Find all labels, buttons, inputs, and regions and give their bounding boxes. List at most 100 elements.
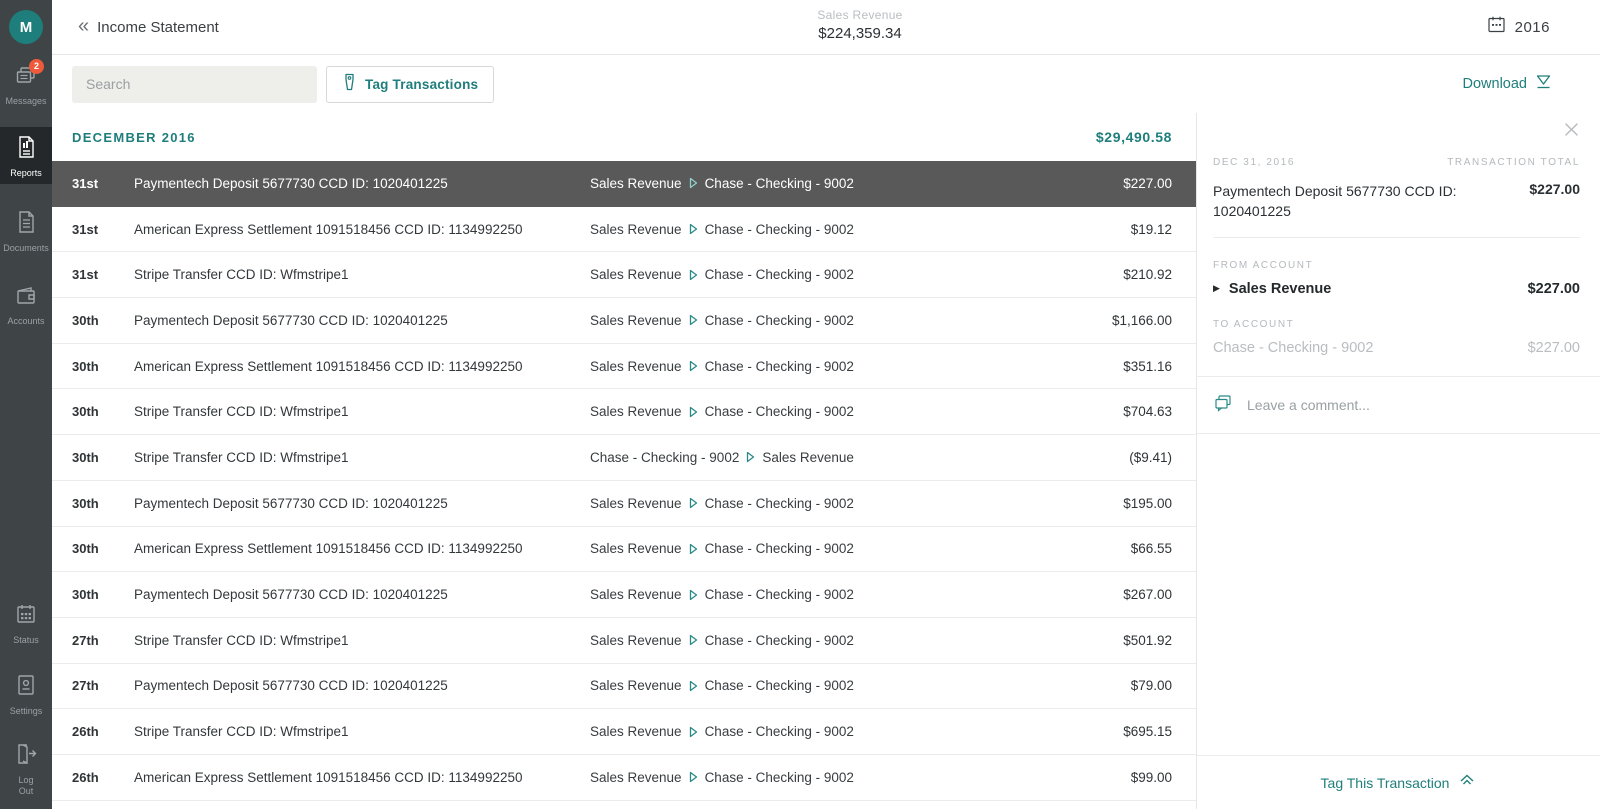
transaction-row[interactable]: 31st Stripe Transfer CCD ID: Wfmstripe1 … xyxy=(52,252,1196,299)
settings-badge-icon xyxy=(13,675,39,702)
sidebar-item-reports[interactable]: Reports xyxy=(0,127,52,184)
from-account-row[interactable]: ▶ Sales Revenue $227.00 xyxy=(1213,281,1580,297)
download-button[interactable]: Download xyxy=(1463,73,1553,95)
row-to-account: Chase - Checking - 9002 xyxy=(704,267,854,283)
sidebar-item-status[interactable]: Status xyxy=(0,594,52,651)
row-date: 30th xyxy=(72,358,99,374)
row-from-account: Sales Revenue xyxy=(590,267,682,283)
row-to-account: Sales Revenue xyxy=(762,449,854,465)
logout-icon xyxy=(13,744,39,771)
sidebar-item-documents[interactable]: Documents xyxy=(0,202,52,259)
flow-arrow-icon xyxy=(689,360,698,372)
sidebar-item-label: Accounts xyxy=(7,316,45,326)
transaction-row[interactable]: 26th American Express Settlement 1091518… xyxy=(52,754,1196,801)
transaction-total-label: TRANSACTION TOTAL xyxy=(1447,157,1580,168)
row-description: Stripe Transfer CCD ID: Wfmstripe1 xyxy=(134,724,349,740)
page-title: Income Statement xyxy=(97,18,219,36)
reports-icon xyxy=(13,136,39,164)
tag-icon xyxy=(342,73,365,96)
transaction-row[interactable]: 30th Paymentech Deposit 5677730 CCD ID: … xyxy=(52,298,1196,344)
row-amount: ($9.41) xyxy=(1129,449,1172,465)
row-description: Stripe Transfer CCD ID: Wfmstripe1 xyxy=(134,632,349,648)
year-label: 2016 xyxy=(1514,18,1550,36)
detail-panel-inner: DEC 31, 2016 TRANSACTION TOTAL Paymentec… xyxy=(1197,113,1600,356)
transaction-row[interactable]: 27th Paymentech Deposit 5677730 CCD ID: … xyxy=(52,663,1196,710)
transaction-row[interactable]: 30th American Express Settlement 1091518… xyxy=(52,343,1196,390)
row-description: Paymentech Deposit 5677730 CCD ID: 10204… xyxy=(134,175,448,191)
comment-input[interactable]: Leave a comment... xyxy=(1197,376,1600,434)
row-description: Paymentech Deposit 5677730 CCD ID: 10204… xyxy=(134,587,448,603)
flow-arrow-icon xyxy=(689,680,698,692)
expand-triangle-icon: ▶ xyxy=(1213,282,1220,293)
messages-badge: 2 xyxy=(29,59,44,74)
close-icon[interactable] xyxy=(1563,121,1580,143)
row-amount: $501.92 xyxy=(1123,632,1172,648)
transaction-detail-panel: DEC 31, 2016 TRANSACTION TOTAL Paymentec… xyxy=(1196,113,1600,809)
transaction-row[interactable]: 30th Stripe Transfer CCD ID: Wfmstripe1 … xyxy=(52,435,1196,481)
row-date: 30th xyxy=(72,541,99,557)
row-category: Chase - Checking - 9002 Sales Revenue xyxy=(590,450,1042,465)
tag-this-transaction-button[interactable]: Tag This Transaction xyxy=(1197,755,1600,809)
transaction-row[interactable]: 31st Paymentech Deposit 5677730 CCD ID: … xyxy=(52,161,1196,207)
row-date: 26th xyxy=(72,769,99,785)
avatar[interactable]: M xyxy=(9,10,43,44)
from-account-label: FROM ACCOUNT xyxy=(1213,260,1314,271)
metric-label: Sales Revenue xyxy=(817,8,903,22)
back-chevron-icon: « xyxy=(78,15,90,37)
download-icon xyxy=(1535,73,1552,95)
panel-spacer xyxy=(1197,434,1600,755)
from-account-name: Sales Revenue xyxy=(1228,281,1332,297)
documents-icon xyxy=(13,211,39,239)
tag-transactions-button[interactable]: Tag Transactions xyxy=(326,65,495,103)
sidebar-item-label: Log Out xyxy=(18,775,34,796)
row-to-account: Chase - Checking - 9002 xyxy=(704,587,854,603)
row-date: 30th xyxy=(72,312,99,328)
row-description: American Express Settlement 1091518456 C… xyxy=(134,541,523,557)
row-amount: $351.16 xyxy=(1123,358,1172,374)
flow-arrow-icon xyxy=(689,269,698,281)
row-amount: $99.00 xyxy=(1130,769,1172,785)
transaction-row[interactable]: 26th Stripe Transfer CCD ID: Wfmstripe1 … xyxy=(52,709,1196,755)
row-from-account: Sales Revenue xyxy=(590,724,682,740)
transaction-row[interactable]: 30th Stripe Transfer CCD ID: Wfmstripe1 … xyxy=(52,389,1196,436)
to-account-amount: $227.00 xyxy=(1527,340,1580,356)
row-category: Sales Revenue Chase - Checking - 9002 xyxy=(590,770,1042,785)
sidebar-item-settings[interactable]: Settings xyxy=(0,665,52,722)
metric-value: $224,359.34 xyxy=(818,25,902,42)
messages-icon xyxy=(13,67,39,92)
row-category: Sales Revenue Chase - Checking - 9002 xyxy=(590,359,1042,374)
transaction-row[interactable]: 30th Paymentech Deposit 5677730 CCD ID: … xyxy=(52,572,1196,618)
transaction-row[interactable]: 30th Paymentech Deposit 5677730 CCD ID: … xyxy=(52,480,1196,527)
row-from-account: Sales Revenue xyxy=(590,404,682,420)
row-from-account: Sales Revenue xyxy=(590,769,682,785)
row-from-account: Sales Revenue xyxy=(590,495,682,511)
row-category: Sales Revenue Chase - Checking - 9002 xyxy=(590,678,1042,693)
search-input[interactable] xyxy=(72,65,317,103)
sidebar-item-logout[interactable]: Log Out xyxy=(0,734,52,803)
transaction-row[interactable]: 27th Stripe Transfer CCD ID: Wfmstripe1 … xyxy=(52,617,1196,664)
sidebar-item-messages[interactable]: 2 Messages xyxy=(0,57,52,112)
row-from-account: Sales Revenue xyxy=(590,541,682,557)
row-date: 26th xyxy=(72,724,99,740)
row-from-account: Sales Revenue xyxy=(590,312,682,328)
flow-arrow-icon xyxy=(689,771,698,783)
row-date: 31st xyxy=(72,175,99,191)
flow-arrow-icon xyxy=(689,314,698,326)
year-selector[interactable]: 2016 xyxy=(1487,15,1550,39)
row-from-account: Sales Revenue xyxy=(590,678,682,694)
row-amount: $210.92 xyxy=(1123,267,1172,283)
divider xyxy=(1213,237,1580,238)
row-from-account: Sales Revenue xyxy=(590,632,682,648)
transaction-row[interactable]: 30th American Express Settlement 1091518… xyxy=(52,526,1196,573)
download-label: Download xyxy=(1462,76,1528,92)
back-button[interactable]: « Income Statement xyxy=(78,15,219,37)
row-category: Sales Revenue Chase - Checking - 9002 xyxy=(590,313,1042,328)
row-date: 27th xyxy=(72,632,99,648)
sidebar-item-label: Settings xyxy=(9,706,43,716)
sidebar-item-accounts[interactable]: Accounts xyxy=(0,277,52,332)
to-account-label: TO ACCOUNT xyxy=(1213,319,1295,330)
transaction-row[interactable]: 31st American Express Settlement 1091518… xyxy=(52,206,1196,253)
row-category: Sales Revenue Chase - Checking - 9002 xyxy=(590,633,1042,648)
flow-arrow-icon xyxy=(689,543,698,555)
page-header: « Income Statement Sales Revenue $224,35… xyxy=(52,0,1600,55)
